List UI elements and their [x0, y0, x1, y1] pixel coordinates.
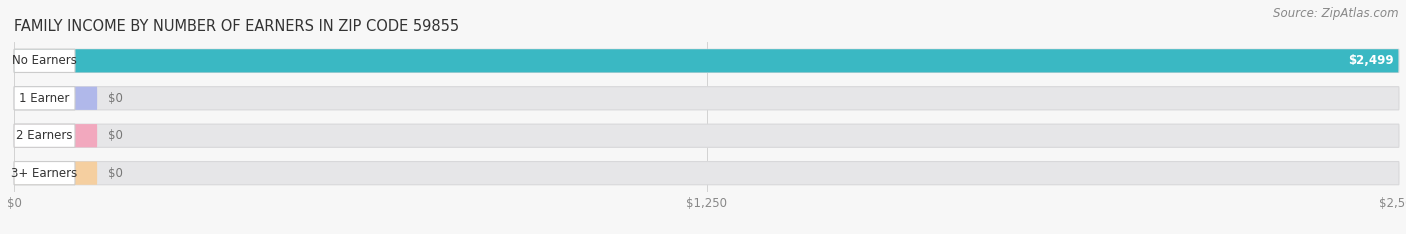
FancyBboxPatch shape — [14, 161, 1399, 185]
FancyBboxPatch shape — [14, 49, 1399, 73]
Text: $0: $0 — [108, 92, 124, 105]
Text: Source: ZipAtlas.com: Source: ZipAtlas.com — [1274, 7, 1399, 20]
FancyBboxPatch shape — [14, 87, 75, 110]
Text: 1 Earner: 1 Earner — [20, 92, 70, 105]
FancyBboxPatch shape — [14, 124, 75, 147]
FancyBboxPatch shape — [14, 124, 97, 147]
FancyBboxPatch shape — [14, 161, 75, 185]
FancyBboxPatch shape — [14, 87, 1399, 110]
Text: $2,499: $2,499 — [1348, 54, 1393, 67]
Text: $0: $0 — [108, 167, 124, 180]
Text: 3+ Earners: 3+ Earners — [11, 167, 77, 180]
FancyBboxPatch shape — [14, 161, 97, 185]
Text: FAMILY INCOME BY NUMBER OF EARNERS IN ZIP CODE 59855: FAMILY INCOME BY NUMBER OF EARNERS IN ZI… — [14, 19, 460, 34]
Text: $0: $0 — [108, 129, 124, 142]
FancyBboxPatch shape — [14, 49, 75, 73]
Text: 2 Earners: 2 Earners — [17, 129, 73, 142]
FancyBboxPatch shape — [14, 124, 1399, 147]
FancyBboxPatch shape — [14, 87, 97, 110]
FancyBboxPatch shape — [14, 49, 1399, 73]
Text: No Earners: No Earners — [13, 54, 77, 67]
